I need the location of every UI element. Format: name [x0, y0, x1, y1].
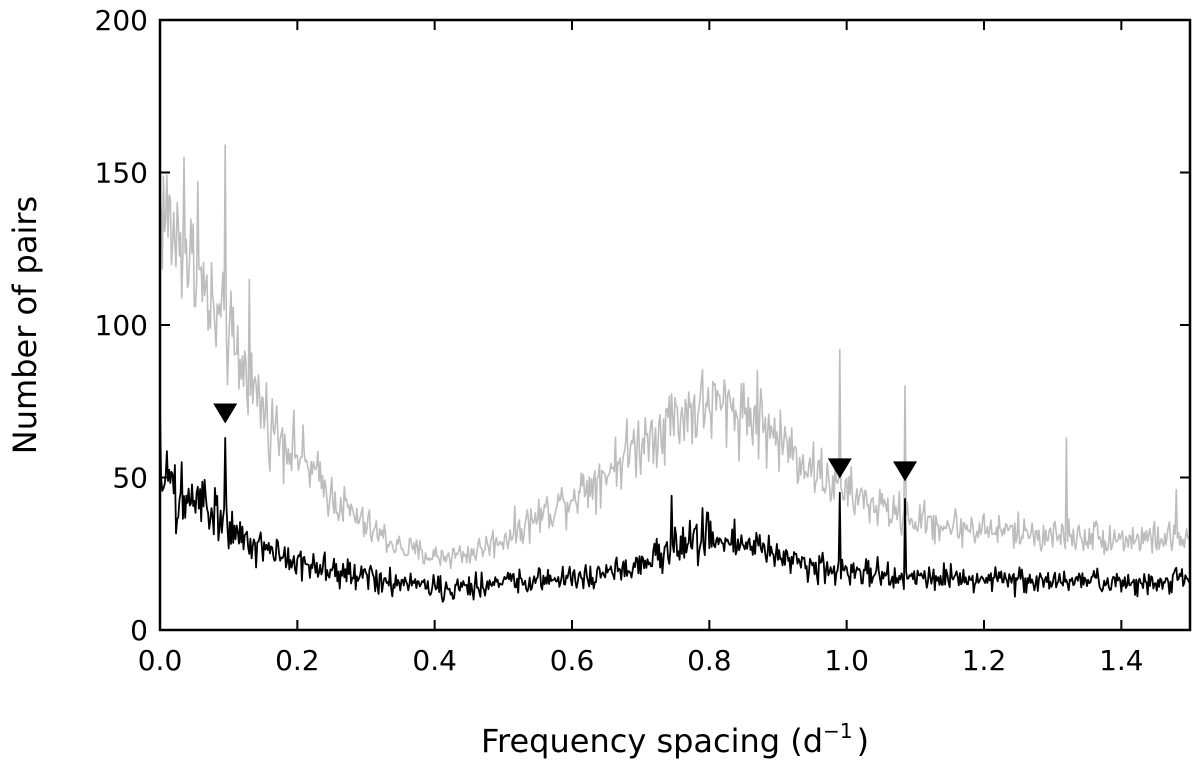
y-axis-title: Number of pairs	[6, 196, 44, 454]
marker-layer	[213, 403, 918, 482]
x-axis-title-main: Frequency spacing (d	[481, 722, 823, 760]
x-axis-title-superscript: −1	[823, 719, 852, 743]
x-tick-label: 1.4	[1099, 644, 1144, 677]
tick-layer: 0.0 0.2 0.4 0.6 0.8 1.0 1.2 1.4 0 50 100 150 200	[95, 4, 1190, 677]
x-tick-label: 1.2	[962, 644, 1007, 677]
series-layer	[159, 144, 1191, 603]
x-tick-label: 0.6	[550, 644, 595, 677]
x-tick-label: 1.0	[824, 644, 869, 677]
x-axis-title: Frequency spacing (d−1)	[481, 719, 869, 760]
y-tick-label: 0	[130, 614, 148, 647]
y-tick-label: 50	[112, 462, 148, 495]
x-tick-label: 0.4	[412, 644, 457, 677]
y-tick-label: 200	[95, 4, 148, 37]
series-line-1	[159, 144, 1191, 570]
y-tick-label: 150	[95, 157, 148, 190]
peak-marker-3	[893, 461, 918, 482]
x-tick-label: 0.2	[275, 644, 320, 677]
x-axis-title-close: )	[857, 722, 869, 760]
peak-marker-2	[827, 458, 852, 479]
peak-marker-1	[213, 403, 238, 424]
y-tick-label: 100	[95, 309, 148, 342]
x-tick-label: 0.0	[138, 644, 183, 677]
series-line-2	[159, 407, 1191, 603]
x-tick-label: 0.8	[687, 644, 732, 677]
